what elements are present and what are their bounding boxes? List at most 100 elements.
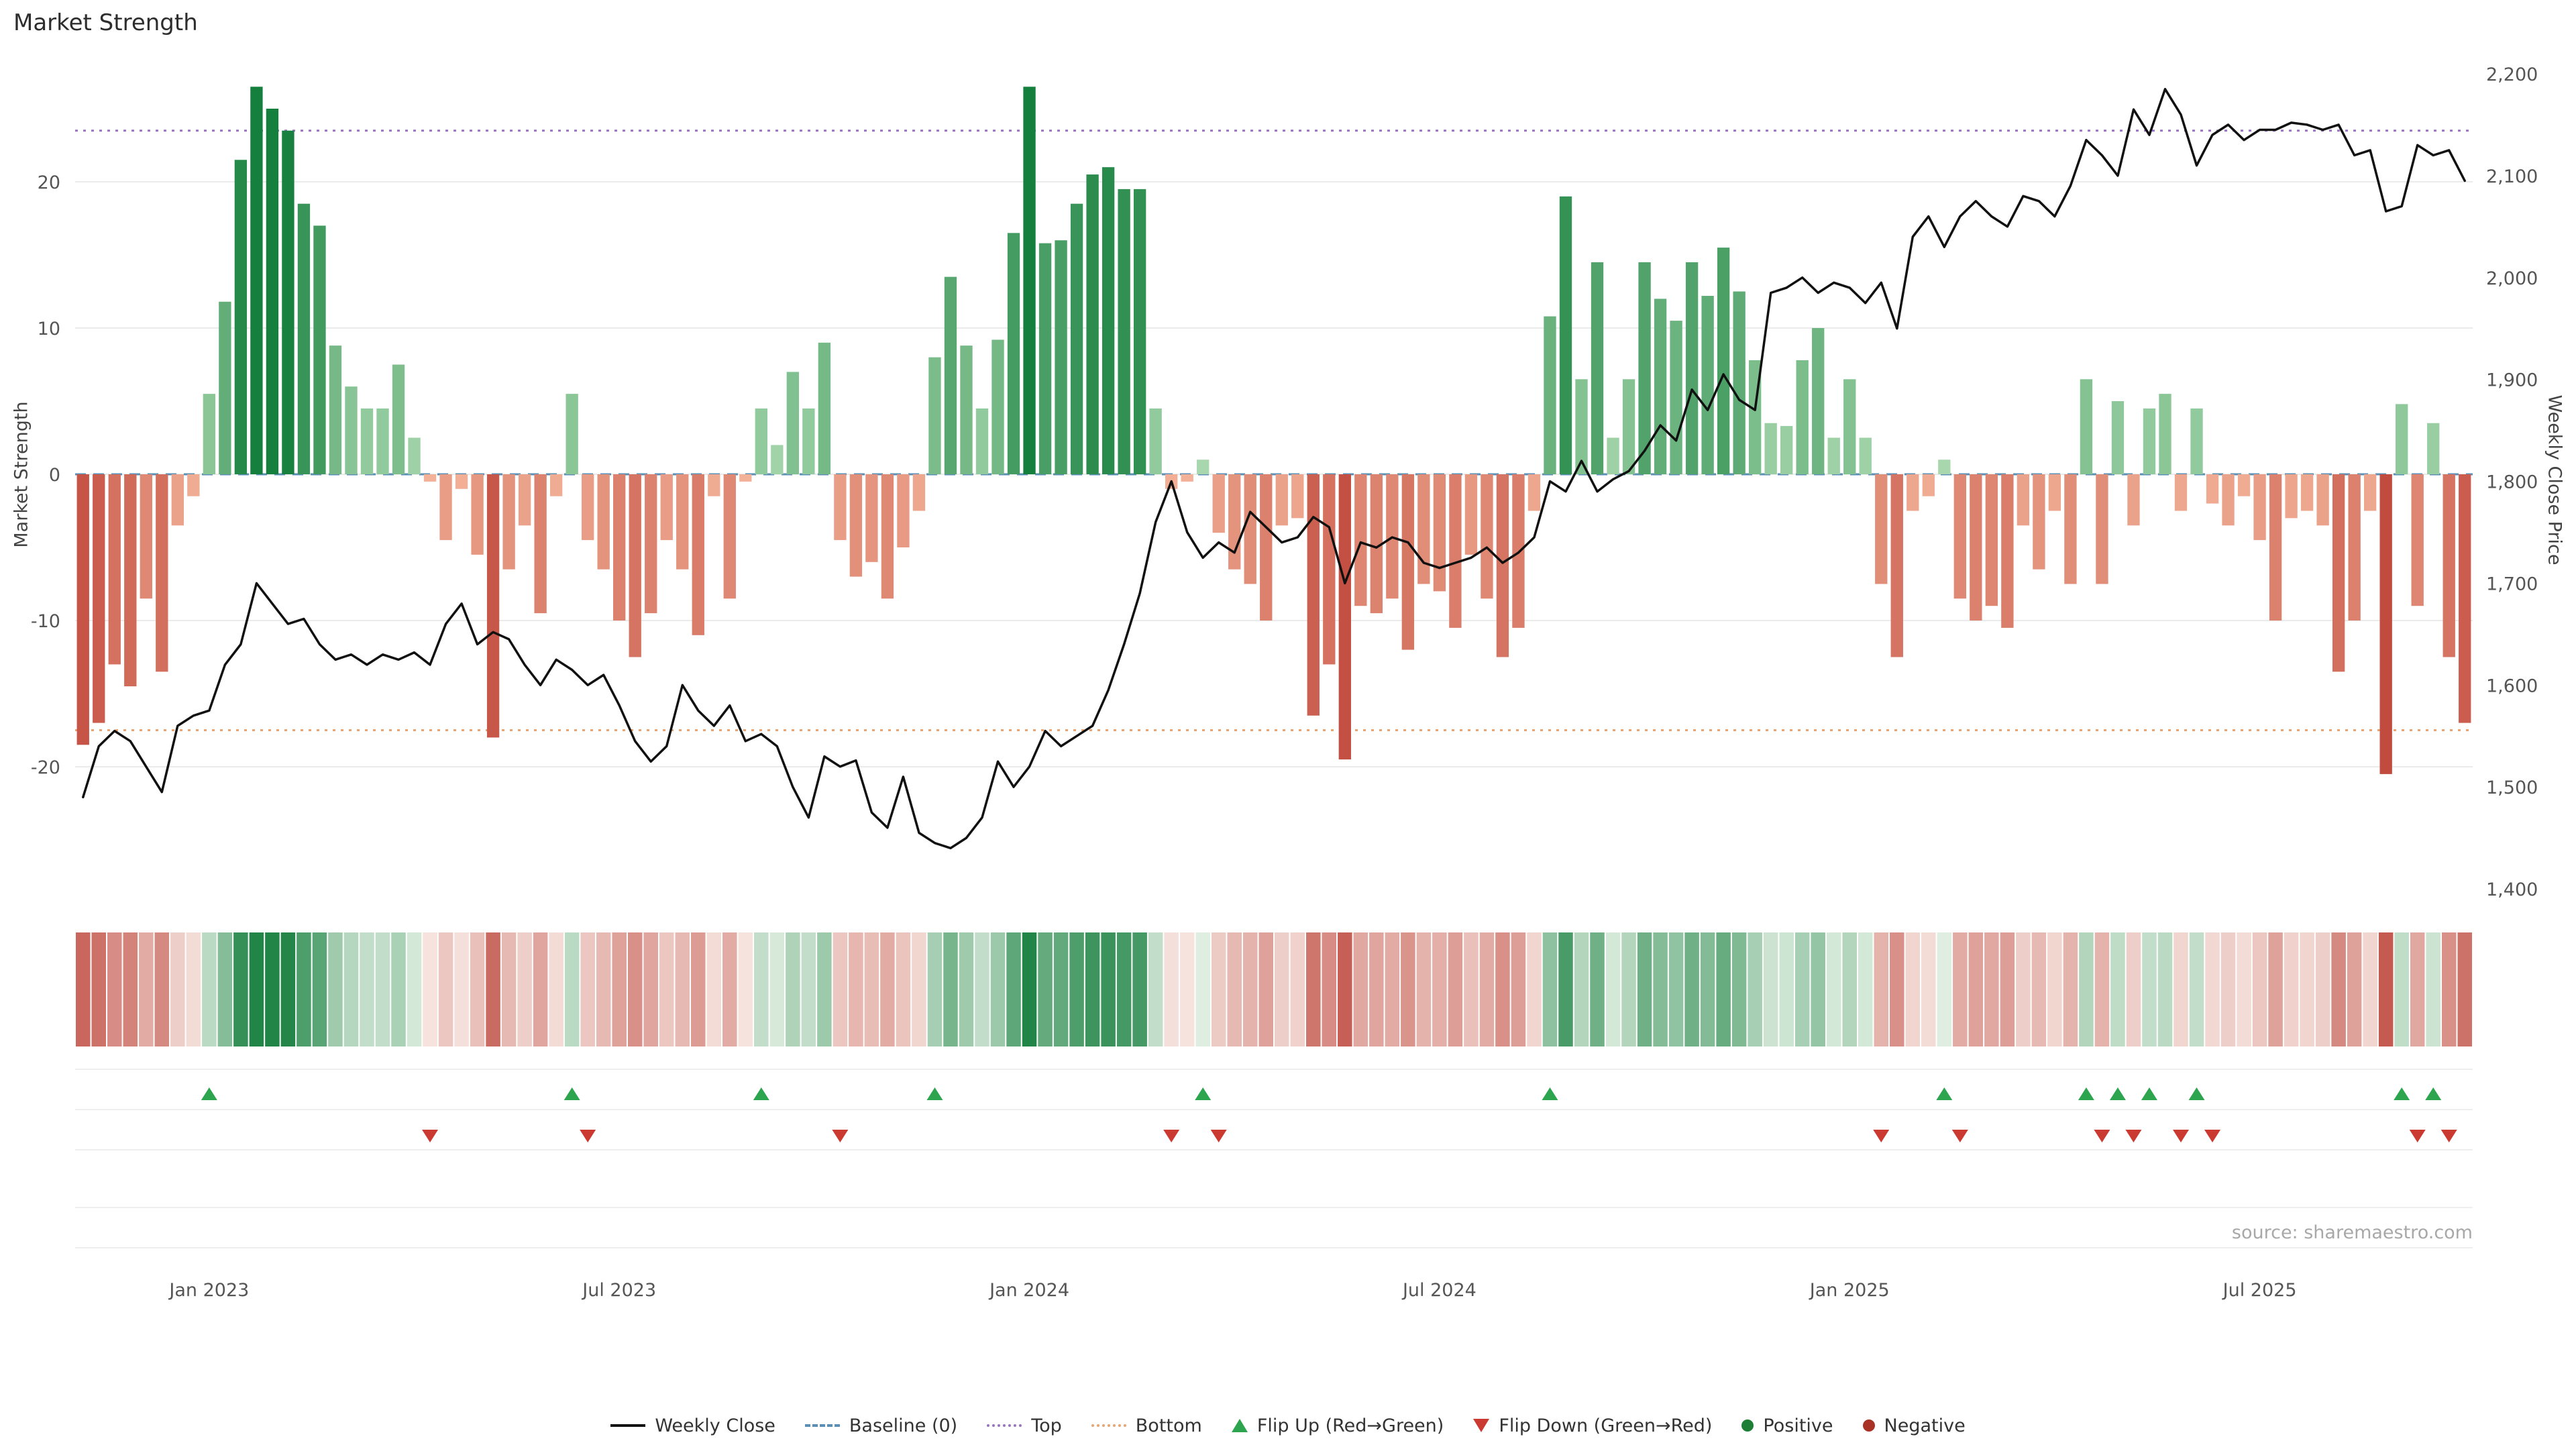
heatmap-cell	[2047, 932, 2062, 1046]
strength-bar	[2300, 474, 2314, 511]
x-tick-label: Jan 2023	[168, 1280, 249, 1301]
heatmap-cell	[912, 932, 926, 1046]
legend-item-negative: Negative	[1862, 1415, 1966, 1436]
strength-bar	[692, 474, 704, 635]
heatmap-cell	[1605, 932, 1621, 1046]
heatmap-cell	[612, 932, 627, 1046]
strength-bar	[1733, 291, 1746, 474]
strength-bar	[1228, 474, 1241, 570]
strength-bar	[1559, 196, 1572, 474]
strength-bar	[1922, 474, 1935, 496]
heatmap-cell	[817, 932, 832, 1046]
page-title: Market Strength	[13, 9, 198, 36]
strength-bar	[1970, 474, 1982, 621]
flip-down-icon	[422, 1130, 439, 1142]
strength-bar	[1055, 240, 1067, 474]
strength-bar	[2080, 379, 2093, 474]
flip-down-icon	[2440, 1130, 2457, 1142]
flip-up-icon	[564, 1087, 580, 1100]
heatmap-cell	[1211, 932, 1226, 1046]
flip-down-icon	[1873, 1130, 1890, 1142]
source-note: source: sharemaestro.com	[2231, 1222, 2473, 1243]
x-axis-labels: Jan 2023 Jul 2023 Jan 2024 Jul 2024 Jan 2025…	[168, 1280, 2296, 1301]
strength-bar	[1197, 460, 1210, 474]
heatmap-cell	[786, 932, 800, 1046]
strength-bar	[392, 364, 405, 474]
heatmap-cell	[864, 932, 879, 1046]
heatmap-cell	[943, 932, 958, 1046]
strength-bar	[582, 474, 594, 541]
heatmap-cell	[107, 932, 122, 1046]
strength-bar	[93, 474, 105, 723]
heatmap-cell	[1101, 932, 1116, 1046]
strength-bar	[140, 474, 152, 599]
flip-up-icon	[2394, 1087, 2410, 1100]
legend-label: Positive	[1763, 1415, 1833, 1436]
strength-bar	[960, 345, 973, 474]
legend-item-baseline: Baseline (0)	[804, 1415, 957, 1436]
heatmap-cell	[1574, 932, 1589, 1046]
heatmap-cell	[1338, 932, 1352, 1046]
heatmap-cell	[1242, 932, 1258, 1046]
heatmap-cell	[1684, 932, 1699, 1046]
heatmap-cell	[643, 932, 658, 1046]
heatmap-cell	[1353, 932, 1368, 1046]
heatmap-cell	[186, 932, 201, 1046]
heatmap-cell	[2237, 932, 2251, 1046]
strength-bar	[2427, 423, 2440, 474]
x-tick-label: Jan 2025	[1809, 1280, 1890, 1301]
strength-bar	[1260, 474, 1273, 621]
heatmap-cell	[675, 932, 690, 1046]
strength-bar	[1544, 316, 1556, 474]
left-tick-label: 20	[38, 172, 60, 193]
strength-bar	[2443, 474, 2455, 657]
strength-bar	[234, 160, 248, 475]
heatmap-cell	[1275, 932, 1289, 1046]
strength-bar	[2064, 474, 2077, 584]
heatmap-cell	[659, 932, 674, 1046]
strength-bar	[897, 474, 910, 547]
strength-bar	[76, 474, 89, 745]
heatmap-cell	[927, 932, 943, 1046]
heatmap-cell	[375, 932, 390, 1046]
right-tick-label: 1,800	[2486, 472, 2538, 493]
strength-bar	[1938, 460, 1951, 474]
strength-bar	[1527, 474, 1541, 511]
heatmap-cell	[2394, 932, 2409, 1046]
strength-bar	[1007, 233, 1020, 474]
heatmap-cell	[517, 932, 532, 1046]
heatmap-cell	[1116, 932, 1132, 1046]
strength-bar	[1323, 474, 1336, 665]
flip-up-markers	[201, 1087, 2442, 1100]
heatmap-cell	[2378, 932, 2394, 1046]
strength-bar	[1370, 474, 1383, 614]
strength-bar	[1038, 243, 1052, 474]
heatmap-cell	[1921, 932, 1936, 1046]
strength-bar	[534, 474, 547, 614]
strength-bar	[1875, 474, 1888, 584]
right-tick-label: 1,900	[2486, 370, 2538, 391]
legend-label: Weekly Close	[655, 1415, 775, 1436]
flip-down-icon	[2173, 1130, 2190, 1142]
heatmap-cell	[722, 932, 737, 1046]
strength-bar	[329, 345, 342, 474]
strength-bar	[645, 474, 657, 614]
heatmap-cell	[1479, 932, 1495, 1046]
heatmap-cell	[1227, 932, 1242, 1046]
strength-bar	[676, 474, 689, 570]
heatmap-cell	[2347, 932, 2362, 1046]
legend-item-flip-down: Flip Down (Green→Red)	[1473, 1415, 1712, 1436]
heatmap-cell	[564, 932, 580, 1046]
strength-bar	[250, 87, 263, 475]
x-tick-label: Jul 2024	[1401, 1280, 1477, 1301]
heatmap-cell	[217, 932, 233, 1046]
strength-bar	[849, 474, 863, 577]
strength-bar	[282, 130, 294, 474]
strength-bar	[2001, 474, 2014, 628]
heatmap-cell	[754, 932, 769, 1046]
heatmap-cell	[2457, 932, 2472, 1046]
heatmap-cell	[1653, 932, 1668, 1046]
heatmap-cell	[1842, 932, 1857, 1046]
x-tick-label: Jan 2024	[988, 1280, 1069, 1301]
strength-bars	[76, 87, 2471, 774]
